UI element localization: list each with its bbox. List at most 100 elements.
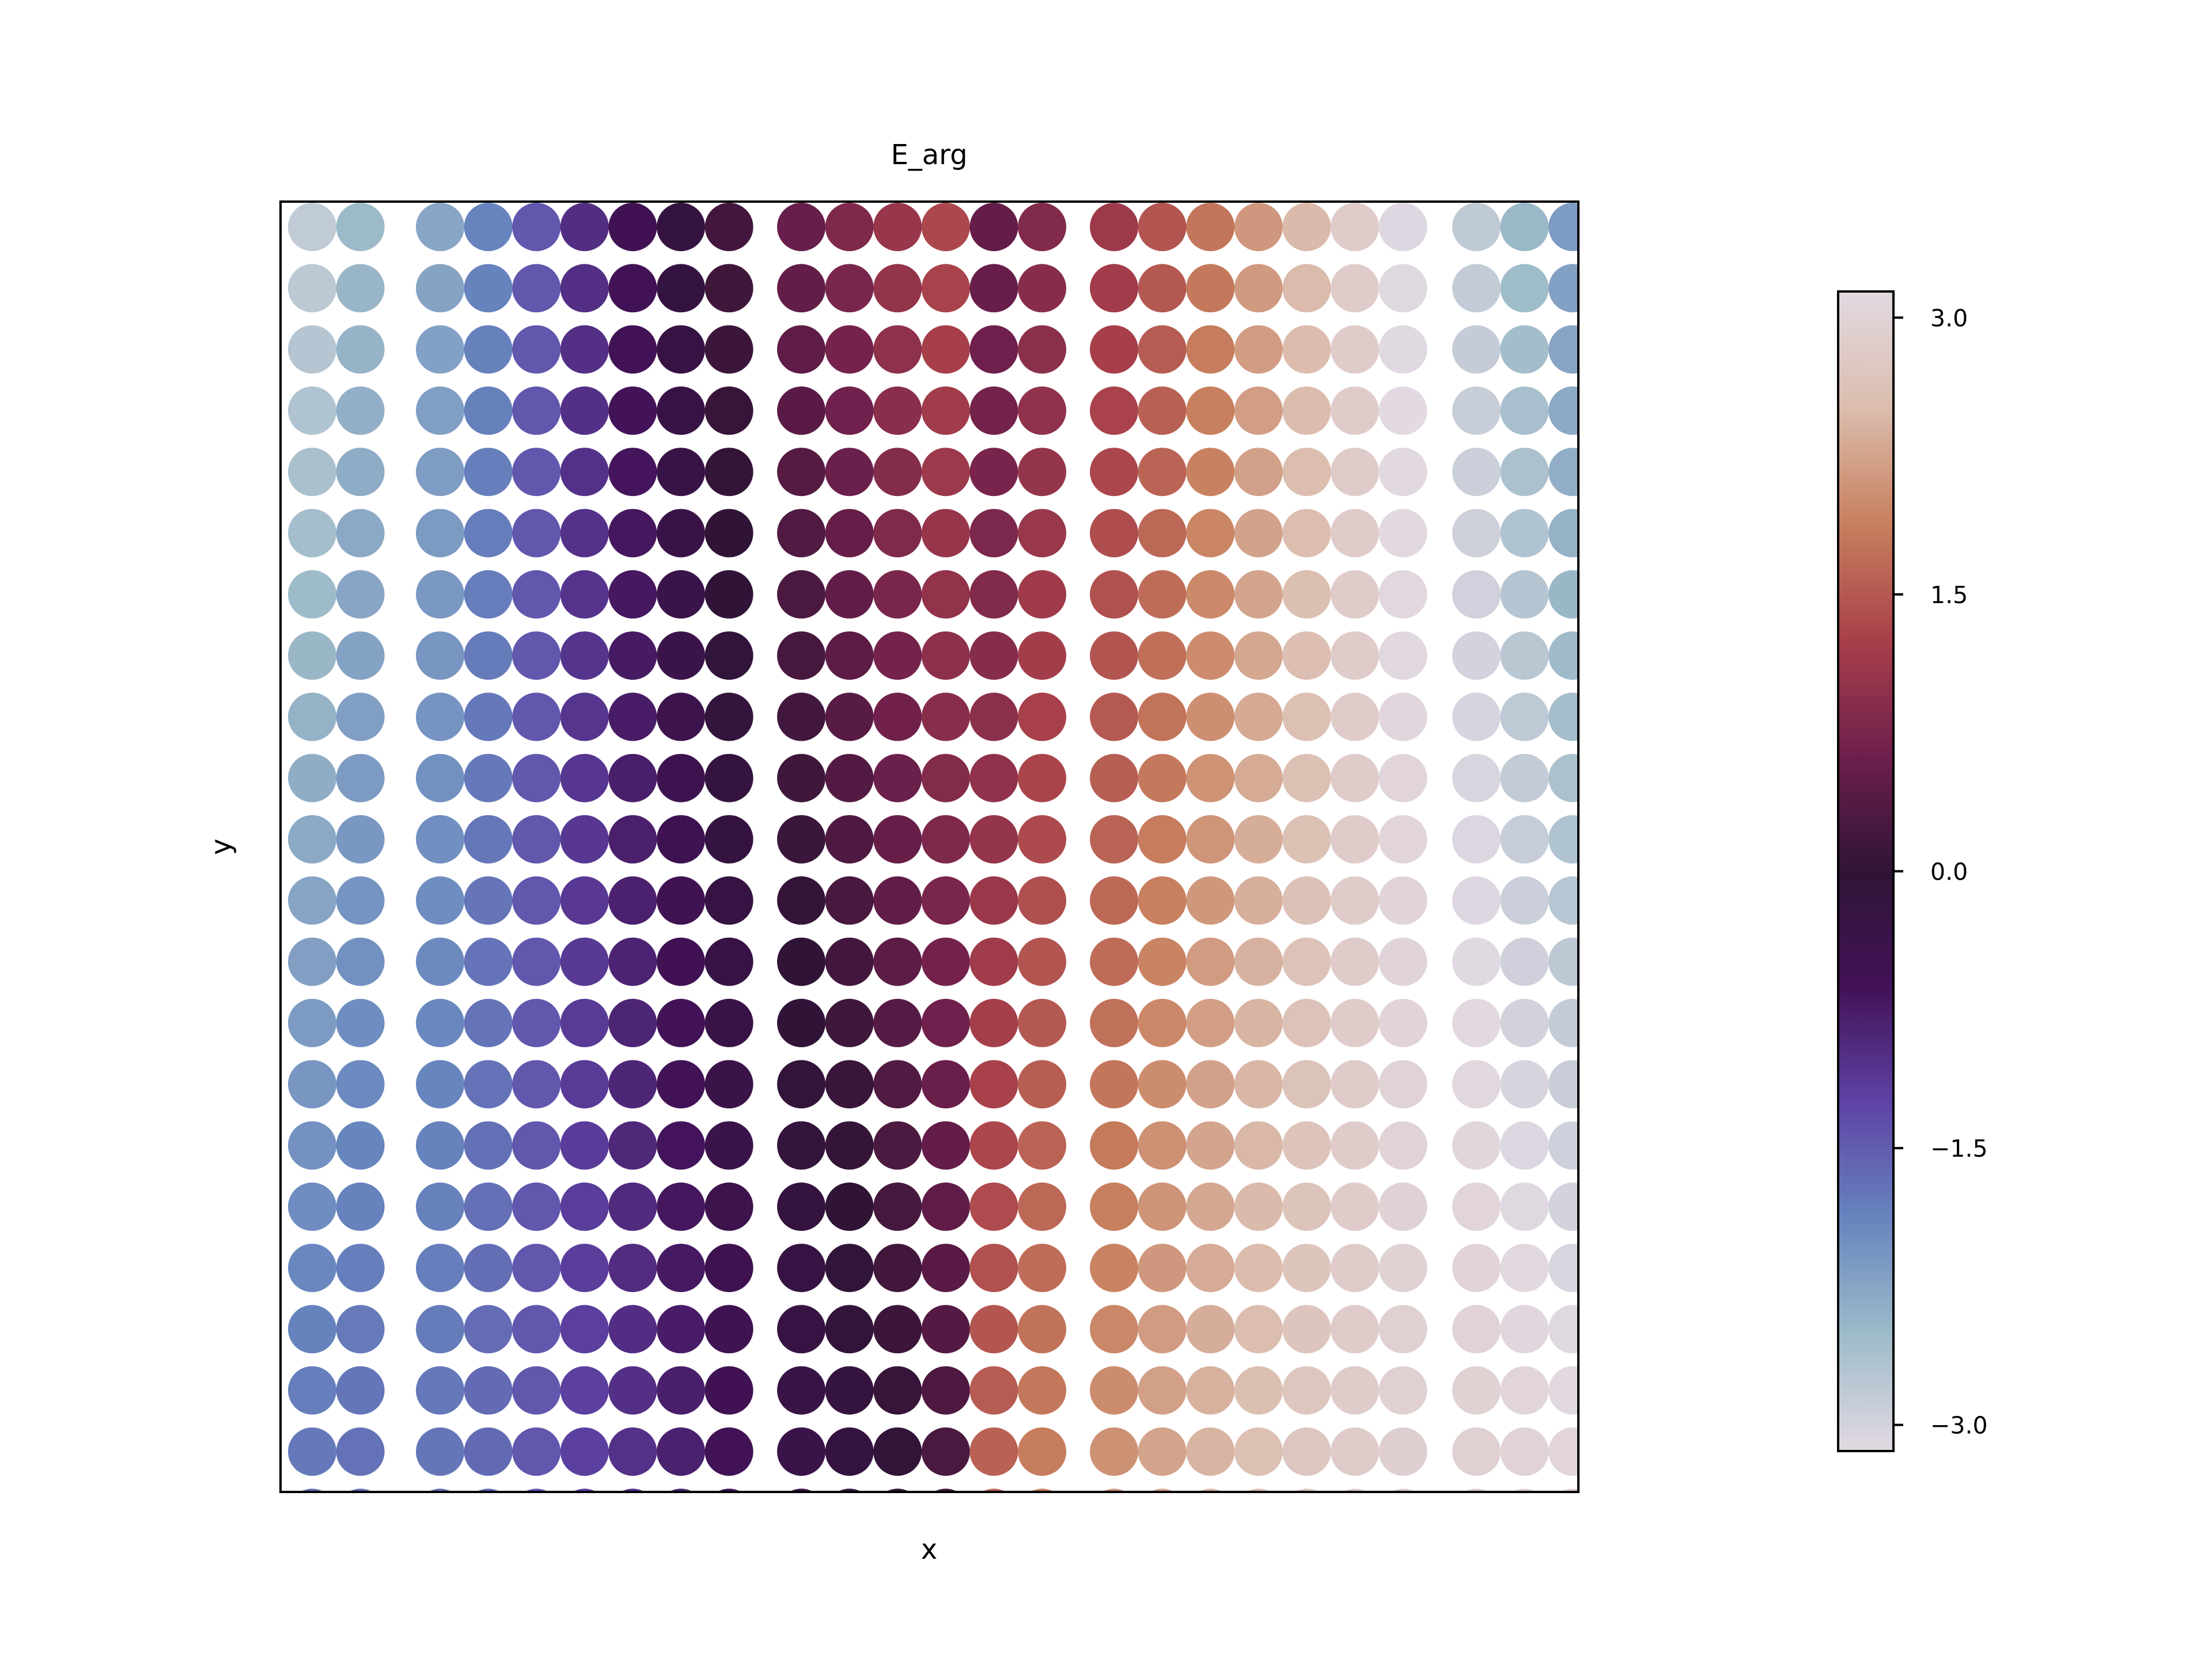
scatter-point xyxy=(1018,753,1066,802)
scatter-point xyxy=(657,1182,705,1231)
scatter-point xyxy=(873,631,922,680)
scatter-point xyxy=(825,203,874,251)
scatter-point xyxy=(969,570,1018,619)
scatter-point xyxy=(416,1427,464,1476)
scatter-point xyxy=(825,1121,874,1170)
scatter-point xyxy=(704,448,753,497)
scatter-point xyxy=(969,325,1018,374)
scatter-point xyxy=(1452,937,1501,986)
scatter-point xyxy=(933,1488,958,1492)
scatter-point xyxy=(873,325,922,374)
scatter-point xyxy=(777,203,825,251)
scatter-point xyxy=(416,509,464,558)
scatter-point xyxy=(969,753,1018,802)
scatter-point xyxy=(1500,386,1549,435)
scatter-point xyxy=(416,692,464,741)
scatter-point xyxy=(512,1182,561,1231)
scatter-point xyxy=(288,203,336,251)
scatter-point xyxy=(1018,1244,1066,1293)
scatter-point xyxy=(416,937,464,986)
scatter-point xyxy=(1500,509,1549,558)
chart-title: E_arg xyxy=(891,139,967,171)
scatter-point xyxy=(608,570,657,619)
scatter-point xyxy=(512,1305,561,1354)
scatter-point xyxy=(560,631,609,680)
scatter-point xyxy=(336,937,385,986)
scatter-point xyxy=(1282,1366,1331,1415)
scatter-point xyxy=(921,631,970,680)
scatter-point xyxy=(560,386,609,435)
scatter-point xyxy=(560,1182,609,1231)
scatter-point xyxy=(825,692,874,741)
scatter-point xyxy=(1018,876,1066,925)
scatter-point xyxy=(464,815,513,863)
scatter-point xyxy=(288,386,336,435)
scatter-point xyxy=(336,1182,385,1231)
scatter-point xyxy=(969,386,1018,435)
scatter-point xyxy=(560,692,609,741)
scatter-point xyxy=(1378,1121,1427,1170)
scatter-point xyxy=(1282,1121,1331,1170)
scatter-point xyxy=(1234,998,1283,1047)
scatter-point xyxy=(560,509,609,558)
scatter-point xyxy=(1090,1305,1138,1354)
scatter-point xyxy=(1378,1427,1427,1476)
scatter-point xyxy=(1500,876,1549,925)
scatter-point xyxy=(608,1060,657,1109)
scatter-point xyxy=(1548,1427,1578,1476)
scatter-point xyxy=(512,1427,561,1476)
scatter-point xyxy=(1018,386,1066,435)
scatter-point xyxy=(1234,509,1283,558)
scatter-point xyxy=(1090,815,1138,863)
scatter-point xyxy=(1234,1121,1283,1170)
scatter-point xyxy=(1500,1366,1549,1415)
scatter-point xyxy=(777,631,825,680)
scatter-point xyxy=(1090,264,1138,313)
scatter-point xyxy=(704,998,753,1047)
scatter-point xyxy=(620,1488,645,1492)
scatter-point xyxy=(1282,203,1331,251)
scatter-point xyxy=(416,570,464,619)
scatter-point xyxy=(1282,753,1331,802)
scatter-point xyxy=(1378,509,1427,558)
scatter-point xyxy=(512,815,561,863)
scatter-point xyxy=(1500,570,1549,619)
scatter-point xyxy=(560,570,609,619)
scatter-point xyxy=(476,1488,501,1492)
scatter-point xyxy=(1138,1060,1187,1109)
scatter-point xyxy=(1186,264,1235,313)
scatter-point xyxy=(560,1305,609,1354)
scatter-point xyxy=(1090,1060,1138,1109)
scatter-point xyxy=(1018,692,1066,741)
scatter-point xyxy=(969,448,1018,497)
scatter-point xyxy=(1234,1060,1283,1109)
scatter-point xyxy=(777,1305,825,1354)
scatter-point xyxy=(704,386,753,435)
scatter-point xyxy=(1186,692,1235,741)
scatter-point xyxy=(512,876,561,925)
scatter-point xyxy=(1331,753,1379,802)
scatter-point xyxy=(1234,1366,1283,1415)
scatter-point xyxy=(1331,1305,1379,1354)
scatter-point xyxy=(1500,1121,1549,1170)
scatter-point xyxy=(1090,570,1138,619)
scatter-point xyxy=(1138,386,1187,435)
scatter-point xyxy=(288,1244,336,1293)
scatter-point xyxy=(288,631,336,680)
scatter-point xyxy=(1186,876,1235,925)
scatter-point xyxy=(1138,1427,1187,1476)
scatter-point xyxy=(1378,203,1427,251)
scatter-point xyxy=(1234,1305,1283,1354)
scatter-point xyxy=(777,1121,825,1170)
scatter-point xyxy=(464,264,513,313)
scatter-point xyxy=(1186,1182,1235,1231)
scatter-point xyxy=(1500,1244,1549,1293)
scatter-point xyxy=(512,1366,561,1415)
scatter-point xyxy=(1138,509,1187,558)
scatter-point xyxy=(704,631,753,680)
scatter-point xyxy=(288,1121,336,1170)
scatter-point xyxy=(789,1488,814,1492)
scatter-point xyxy=(921,753,970,802)
scatter-point xyxy=(1560,1488,1578,1492)
scatter-point xyxy=(1548,325,1578,374)
